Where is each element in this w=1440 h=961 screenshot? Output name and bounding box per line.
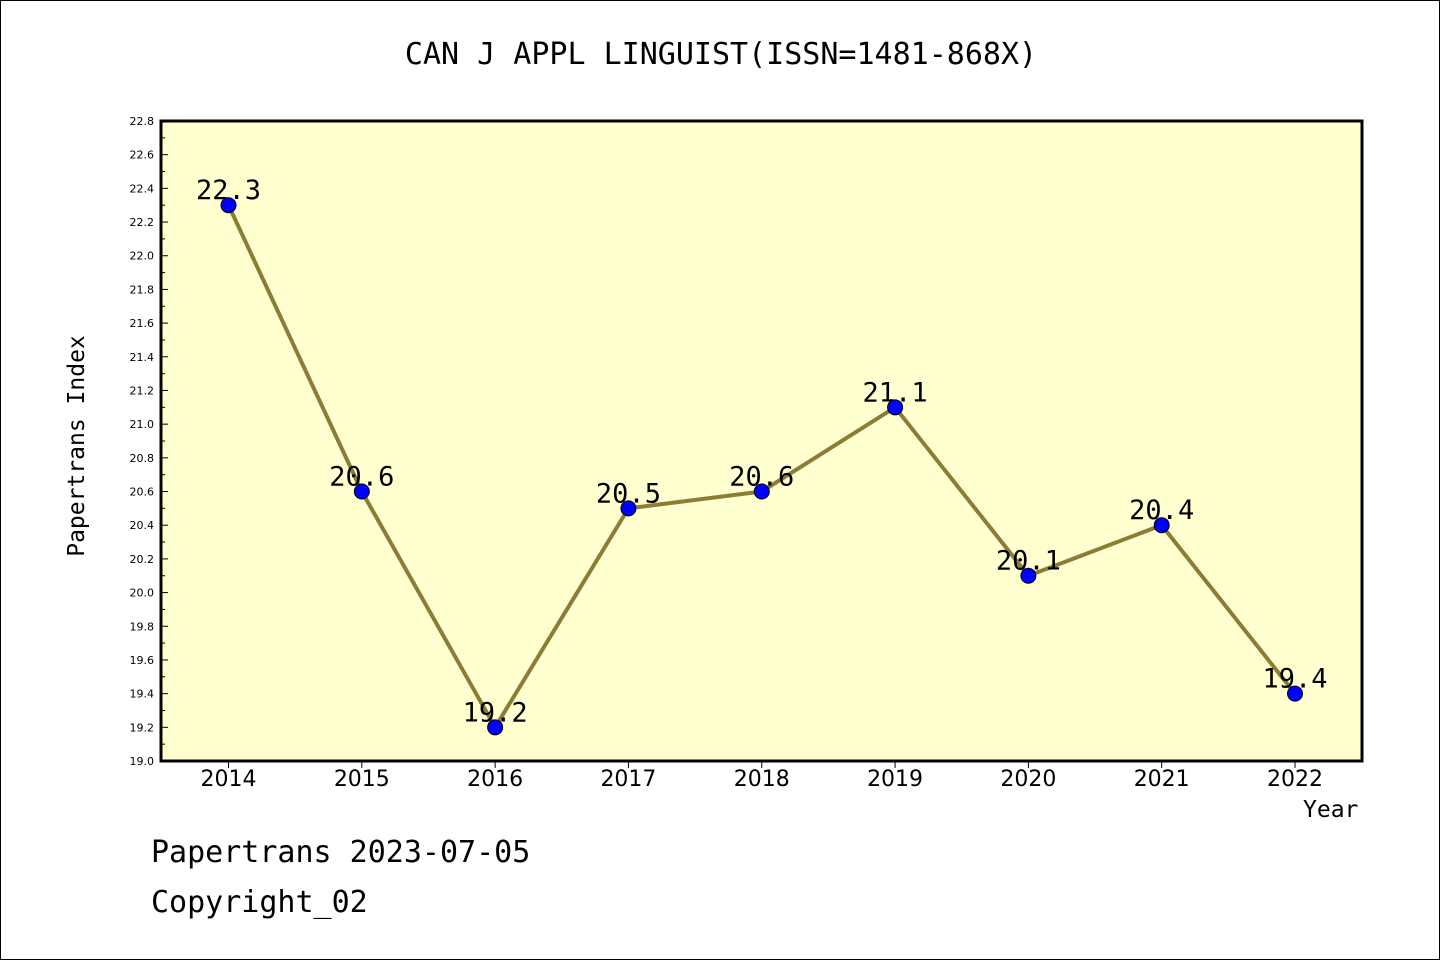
y-tick-label: 20.6 bbox=[130, 486, 155, 499]
axes-frame bbox=[159, 119, 1364, 763]
y-tick-label: 22.0 bbox=[130, 250, 155, 263]
data-label: 21.1 bbox=[863, 377, 928, 408]
x-tick-label: 2021 bbox=[1134, 767, 1190, 792]
y-tick-label: 22.6 bbox=[130, 149, 155, 162]
data-point bbox=[1153, 517, 1170, 534]
x-tick-label: 2015 bbox=[334, 767, 390, 792]
data-point bbox=[353, 483, 370, 500]
x-tick-label: 2020 bbox=[1000, 767, 1056, 792]
data-label: 22.3 bbox=[196, 175, 261, 206]
data-label: 19.4 bbox=[1262, 664, 1327, 695]
y-tick-label: 20.8 bbox=[130, 452, 155, 465]
data-label: 20.6 bbox=[329, 462, 394, 493]
footer-date: Papertrans 2023-07-05 bbox=[151, 835, 531, 870]
data-label: 20.5 bbox=[596, 478, 661, 509]
chart-title: CAN J APPL LINGUIST(ISSN=1481-868X) bbox=[404, 37, 1038, 72]
y-tick-label: 19.2 bbox=[130, 721, 155, 734]
y-tick-label: 21.0 bbox=[130, 418, 155, 431]
x-tick-label: 2019 bbox=[867, 767, 923, 792]
x-tick-label: 2014 bbox=[201, 767, 257, 792]
y-tick-label: 21.4 bbox=[130, 351, 155, 364]
y-tick-label: 19.8 bbox=[130, 620, 155, 633]
y-tick-label: 19.4 bbox=[130, 688, 155, 701]
x-tick-label: 2016 bbox=[467, 767, 523, 792]
y-tick-label: 22.4 bbox=[130, 182, 155, 195]
data-point bbox=[753, 483, 770, 500]
y-tick-label: 22.8 bbox=[130, 115, 155, 128]
x-tick-label: 2022 bbox=[1267, 767, 1323, 792]
data-label: 20.1 bbox=[996, 546, 1061, 577]
data-label: 19.2 bbox=[463, 697, 528, 728]
y-tick-label: 19.6 bbox=[130, 654, 155, 667]
y-tick-label: 20.4 bbox=[130, 519, 155, 532]
y-tick-label: 22.2 bbox=[130, 216, 155, 229]
data-point bbox=[220, 197, 237, 214]
data-point bbox=[1287, 685, 1303, 702]
x-tick-label: 2017 bbox=[600, 767, 656, 792]
y-tick-label: 20.2 bbox=[130, 553, 155, 566]
footer-copyright: Copyright_02 bbox=[151, 885, 368, 920]
data-point bbox=[620, 500, 637, 517]
x-axis-label: Year bbox=[1303, 797, 1359, 823]
data-point bbox=[887, 399, 904, 416]
data-point bbox=[487, 719, 504, 736]
y-tick-label: 19.0 bbox=[130, 755, 155, 768]
plot-area bbox=[161, 121, 1362, 761]
x-tick-label: 2018 bbox=[734, 767, 790, 792]
y-tick-label: 20.0 bbox=[130, 587, 155, 600]
y-tick-label: 21.6 bbox=[130, 317, 155, 330]
data-label: 20.6 bbox=[729, 462, 794, 493]
y-tick-label: 21.8 bbox=[130, 283, 155, 296]
data-point bbox=[1020, 567, 1037, 584]
data-label: 20.4 bbox=[1129, 495, 1194, 526]
y-tick-label: 21.2 bbox=[130, 384, 155, 397]
